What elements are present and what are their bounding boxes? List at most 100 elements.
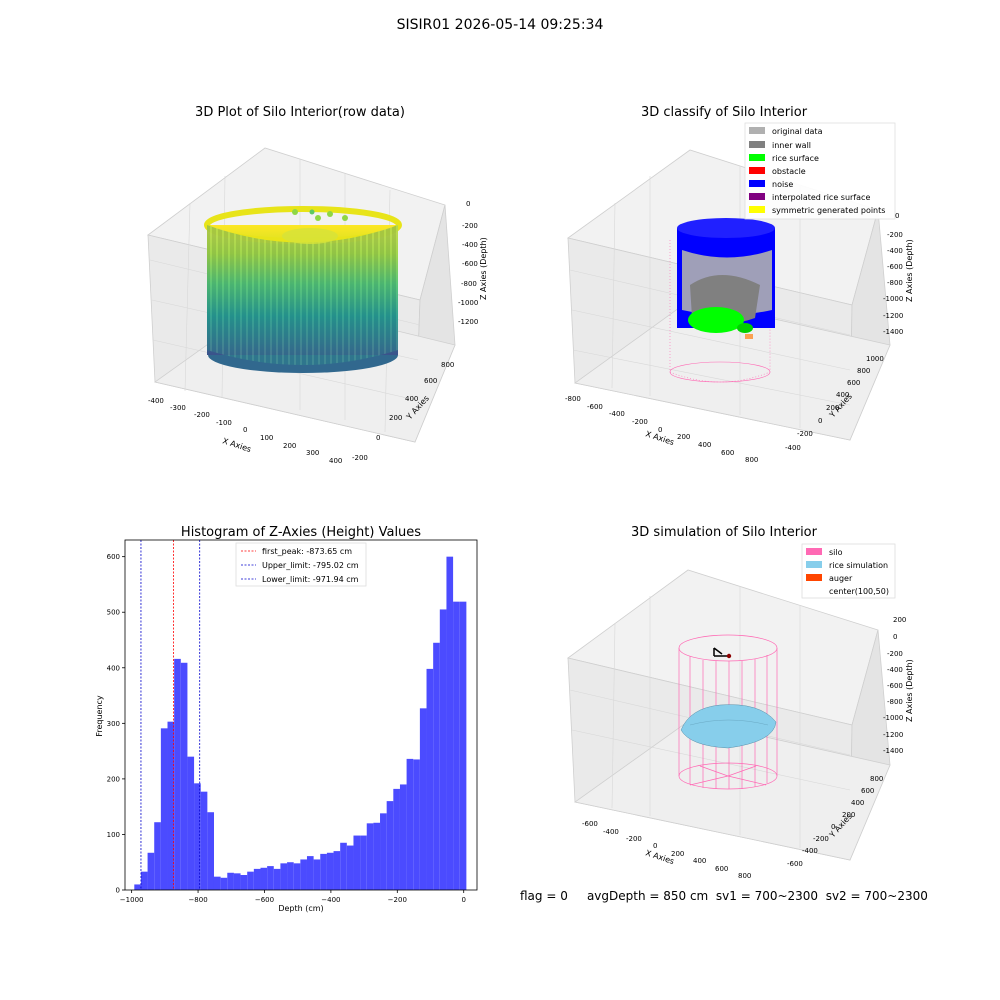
histogram-bars	[134, 556, 467, 890]
histogram-bar	[313, 859, 321, 890]
y-tick: 400	[405, 395, 418, 403]
z-tick: -1400	[883, 747, 903, 755]
panel4-axes-box	[567, 569, 891, 861]
y-tick-label: 500	[107, 609, 120, 617]
y-tick-label: 400	[107, 664, 120, 672]
rice-simulation-surface	[680, 704, 777, 749]
histogram-bar	[140, 871, 148, 890]
legend-first-peak: first_peak: -873.65 cm	[262, 547, 352, 556]
y-tick: 0	[376, 434, 380, 442]
histogram-bar	[380, 813, 387, 890]
y-tick: -400	[785, 444, 801, 452]
histogram-bar	[453, 601, 460, 890]
z-tick: -200	[887, 650, 903, 658]
z-tick: -1200	[883, 312, 903, 320]
histogram-bar	[393, 788, 400, 890]
panel1-z-ticks: 0 -200 -400 -600 -800 -1000 -1200	[458, 200, 478, 326]
x-tick-label: −400	[321, 896, 340, 904]
histogram-bar	[200, 791, 208, 890]
panel4-y-ticks: -600 -400 -200 0 200 400 600 800	[787, 775, 883, 868]
y-tick: 600	[847, 379, 860, 387]
legend-silo: silo	[829, 548, 843, 557]
sv2-value: sv2 = 700~2300	[825, 889, 928, 903]
x-tick: 0	[658, 426, 662, 434]
panel4-z-label: Z Axies (Depth)	[905, 659, 914, 722]
x-tick-label: 0	[461, 896, 465, 904]
y-tick-label: 100	[107, 831, 120, 839]
x-tick: -400	[603, 828, 619, 836]
histogram-bar	[267, 866, 274, 890]
y-tick: 0	[831, 823, 835, 831]
histogram-bar	[287, 862, 294, 890]
legend-original-data: original data	[772, 127, 823, 136]
histogram-bar	[293, 863, 301, 890]
histogram-bar	[180, 662, 188, 890]
legend-center: center(100,50)	[829, 587, 889, 596]
legend-rice-surface: rice surface	[772, 154, 819, 163]
histogram-bar	[253, 868, 261, 890]
histogram-bar	[207, 812, 214, 890]
panel-raw-data: 3D Plot of Silo Interior(row data)	[147, 105, 488, 465]
histogram-bar	[220, 877, 228, 890]
z-tick: -1200	[458, 318, 478, 326]
z-tick: -800	[887, 698, 903, 706]
x-tick: 0	[653, 842, 657, 850]
y-tick-label: 300	[107, 720, 120, 728]
histogram-vlines	[140, 540, 201, 890]
panel2-y-ticks: -400 -200 0 200 400 600 800 1000	[785, 355, 884, 452]
avg-depth-value: avgDepth = 850 cm	[586, 889, 709, 903]
y-tick: 600	[861, 787, 874, 795]
x-tick: 400	[329, 457, 342, 465]
z-tick: 0	[893, 633, 897, 641]
z-tick: -1400	[883, 328, 903, 336]
z-tick: -400	[887, 247, 903, 255]
x-tick: -400	[609, 410, 625, 418]
histogram-bar	[260, 867, 268, 890]
legend-swatch-obstacle	[749, 167, 765, 174]
legend-noise: noise	[772, 180, 793, 189]
histogram-bar	[187, 756, 195, 890]
panel4-x-ticks: -600 -400 -200 0 200 400 600 800	[582, 820, 751, 880]
y-tick: 200	[842, 811, 855, 819]
histogram-bar	[154, 822, 161, 890]
histogram-bar	[459, 601, 467, 890]
histogram-bar	[360, 835, 367, 890]
z-tick: -200	[462, 222, 478, 230]
legend-rice-simulation: rice simulation	[829, 561, 888, 570]
legend-swatch-rice-sim	[806, 561, 822, 568]
status-footer: flag = 0 avgDepth = 850 cm sv1 = 700~230…	[520, 889, 928, 903]
z-tick: -1000	[883, 714, 903, 722]
x-tick: 400	[693, 857, 706, 865]
legend-swatch-original-data	[749, 127, 765, 134]
legend-inner-wall: inner wall	[772, 141, 811, 150]
histogram-bar	[174, 658, 181, 890]
histogram-x-label: Depth (cm)	[278, 904, 323, 913]
x-tick: -200	[626, 835, 642, 843]
panel1-title: 3D Plot of Silo Interior(row data)	[195, 105, 405, 120]
x-tick: 300	[306, 449, 319, 457]
histogram-bar	[194, 783, 201, 890]
x-tick: 200	[671, 850, 684, 858]
x-tick: 0	[243, 426, 247, 434]
panel-simulation: 3D simulation of Silo Interior	[567, 525, 914, 880]
panel1-x-label: X Axies	[221, 436, 252, 454]
histogram-bar	[273, 868, 281, 890]
y-tick: 1000	[866, 355, 884, 363]
x-tick-label: −1000	[120, 896, 144, 904]
y-tick: 400	[836, 391, 849, 399]
histogram-bar	[167, 721, 175, 890]
panel4-title: 3D simulation of Silo Interior	[631, 525, 818, 540]
x-tick: -800	[565, 395, 581, 403]
z-tick: -1200	[883, 731, 903, 739]
legend-auger: auger	[829, 574, 853, 583]
x-tick: 200	[677, 433, 690, 441]
panel1-z-label: Z Axies (Depth)	[479, 237, 488, 300]
z-tick: -600	[462, 260, 478, 268]
y-tick: 400	[851, 799, 864, 807]
histogram-bar	[240, 875, 248, 890]
histogram-bar	[326, 852, 334, 890]
x-tick: -200	[194, 411, 210, 419]
legend-swatch-noise	[749, 180, 765, 187]
histogram-bar	[160, 728, 168, 890]
panel2-title: 3D classify of Silo Interior	[641, 105, 808, 120]
